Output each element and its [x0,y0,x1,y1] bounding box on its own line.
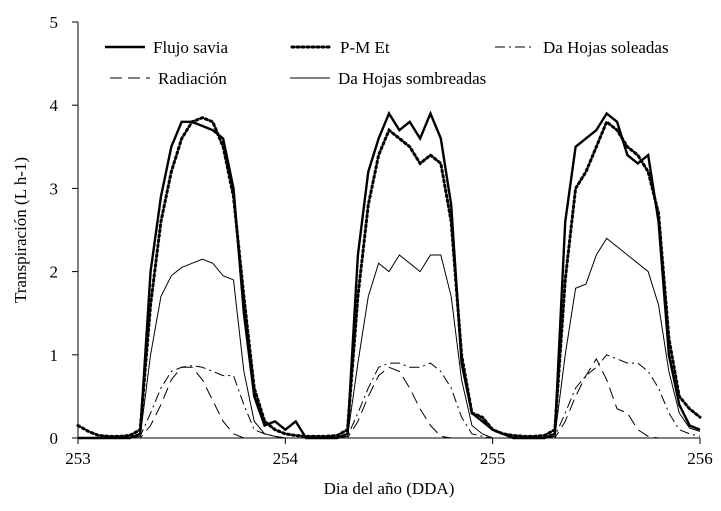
series-line [78,110,701,440]
legend-label: P-M Et [340,38,390,57]
y-tick-label: 3 [50,179,59,198]
y-tick-label: 4 [50,96,59,115]
y-tick-label: 2 [50,263,59,282]
legend-label: Da Hojas soleadas [543,38,669,57]
legend-label: Flujo savia [153,38,229,57]
x-tick-label: 255 [480,449,506,468]
series-line [78,357,700,439]
legend-label: Radiación [158,69,227,88]
legend-label: Da Hojas sombreadas [338,69,486,88]
x-tick-label: 253 [65,449,91,468]
x-axis-label: Dia del año (DDA) [324,479,455,498]
y-tick-label: 5 [50,13,59,32]
x-tick-label: 256 [687,449,713,468]
y-axis-label: Transpiración (L h-1) [11,157,30,303]
series-line [78,237,701,439]
x-tick-label: 254 [273,449,299,468]
y-tick-label: 1 [50,346,59,365]
series-line [76,116,702,438]
y-tick-label: 0 [50,429,59,448]
